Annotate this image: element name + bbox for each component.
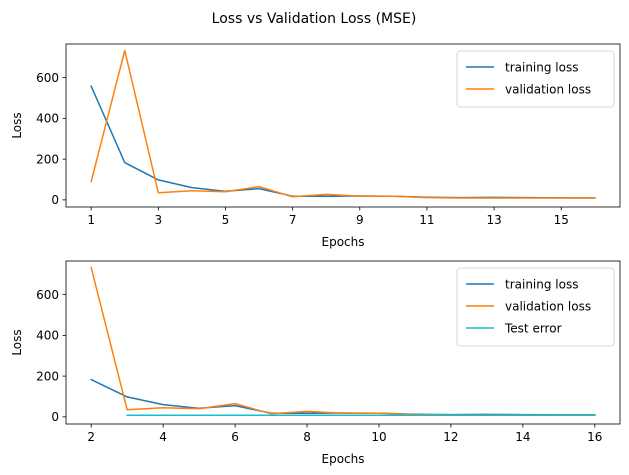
legend-box [456, 50, 615, 108]
y-axis-label: Loss [10, 329, 24, 355]
legend-label: training loss [505, 60, 578, 74]
y-tick-label: 600 [36, 288, 59, 302]
x-tick-label: 16 [587, 430, 602, 444]
x-tick-label: 13 [486, 213, 501, 227]
chart-bottom: 2 4 6 8 10 12 14 16 0 200 400 600 Epochs Loss training… [10, 260, 621, 466]
x-axis-label: Epochs [322, 452, 365, 466]
chart-top: 1 3 5 7 9 11 13 150200400600EpochsLosstraining … [10, 43, 621, 249]
x-tick-label: 3 [155, 213, 163, 227]
x-tick-label: 10 [371, 430, 386, 444]
x-tick-label: 4 [159, 430, 167, 444]
x-tick-label: 11 [419, 213, 434, 227]
legend-label: validation loss [505, 299, 591, 313]
y-tick-label: 200 [36, 369, 59, 383]
x-tick-label: 7 [289, 213, 297, 227]
series-line-training-loss [90, 378, 596, 416]
y-axis-label: Loss [10, 112, 24, 138]
x-tick-label: 5 [222, 213, 230, 227]
x-tick-label: 9 [356, 213, 364, 227]
plot-frame [65, 260, 621, 425]
x-tick-label: 12 [443, 430, 458, 444]
plot-frame [65, 43, 621, 208]
y-tick-label: 400 [36, 329, 59, 343]
legend-label: validation loss [505, 82, 591, 96]
figure-title: Loss vs Validation Loss (MSE) [212, 11, 417, 27]
legend-label: Test error [504, 321, 562, 335]
x-tick-label: 2 [87, 430, 95, 444]
y-tick-label: 200 [36, 152, 59, 166]
legend-label: training loss [505, 277, 578, 291]
series-line-validation-loss [90, 49, 596, 199]
x-tick-label: 14 [515, 430, 530, 444]
y-tick-label: 600 [36, 71, 59, 85]
y-tick-label: 400 [36, 112, 59, 126]
legend-box [456, 267, 615, 347]
x-axis-label: Epochs [322, 235, 365, 249]
x-tick-label: 15 [554, 213, 569, 227]
y-tick-label: 0 [51, 193, 59, 207]
x-tick-label: 1 [87, 213, 95, 227]
x-tick-label: 6 [231, 430, 239, 444]
x-tick-label: 8 [303, 430, 311, 444]
y-tick-label: 0 [51, 410, 59, 424]
